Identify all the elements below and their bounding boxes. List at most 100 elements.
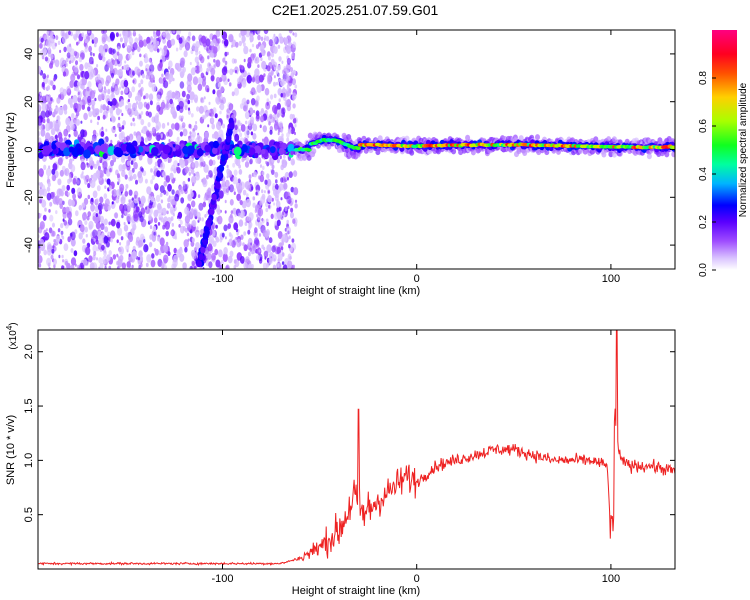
noise-speck	[235, 69, 237, 74]
noise-speck	[58, 106, 64, 116]
noise-speck	[243, 104, 248, 112]
noise-speck	[104, 178, 107, 182]
noise-speck	[93, 251, 97, 256]
noise-speck	[125, 64, 130, 71]
noise-speck	[153, 231, 156, 236]
band-halo	[671, 151, 675, 158]
colorbar-ticks: 0.00.20.40.60.8	[698, 71, 716, 277]
band-speck	[100, 143, 108, 153]
noise-speck	[78, 204, 83, 211]
noise-speck	[77, 81, 81, 87]
noise-speck	[255, 57, 258, 62]
noise-speck	[221, 232, 225, 238]
noise-speck	[179, 45, 183, 51]
noise-speck	[136, 135, 142, 144]
noise-speck	[161, 122, 166, 129]
noise-speck	[176, 136, 180, 142]
noise-speck	[130, 160, 134, 165]
noise-speck	[188, 171, 191, 176]
noise-speck	[78, 56, 83, 63]
noise-speck	[261, 218, 265, 224]
noise-speck	[126, 239, 131, 247]
band-speck	[290, 151, 294, 156]
noise-speck	[163, 180, 168, 187]
noise-speck	[150, 196, 155, 202]
noise-speck	[170, 231, 174, 236]
noise-speck	[102, 260, 106, 265]
noise-speck	[178, 224, 181, 228]
noise-speck	[279, 90, 282, 94]
noise-speck	[146, 36, 151, 45]
noise-speck	[226, 108, 230, 113]
noise-speck	[233, 58, 237, 64]
noise-speck	[132, 79, 135, 84]
noise-speck	[279, 122, 283, 128]
drift-speck	[220, 154, 226, 162]
noise-speck	[97, 165, 101, 171]
x-tick-label: 0	[414, 273, 420, 285]
noise-speck	[60, 190, 64, 197]
noise-speck	[166, 39, 172, 49]
noise-speck	[271, 254, 277, 262]
noise-speck	[108, 250, 112, 256]
noise-speck	[285, 91, 290, 98]
noise-speck	[177, 211, 183, 219]
noise-speck	[273, 61, 278, 69]
noise-speck	[89, 90, 96, 99]
band-speck	[145, 146, 150, 152]
noise-speck	[84, 38, 88, 44]
noise-speck	[218, 94, 223, 101]
noise-speck	[224, 179, 230, 188]
noise-speck	[124, 211, 128, 216]
noise-speck	[63, 46, 67, 53]
noise-speck	[47, 102, 52, 110]
noise-speck	[207, 243, 213, 252]
noise-speck	[290, 212, 294, 219]
noise-speck	[269, 125, 273, 132]
noise-speck	[248, 221, 253, 229]
noise-speck	[111, 201, 114, 205]
noise-speck	[159, 237, 165, 246]
noise-speck	[207, 124, 210, 128]
noise-speck	[139, 60, 143, 67]
noise-speck	[204, 131, 209, 140]
noise-speck	[40, 189, 45, 196]
noise-speck	[39, 238, 45, 248]
noise-speck	[241, 200, 247, 209]
noise-speck	[250, 186, 254, 191]
noise-speck	[215, 259, 221, 268]
noise-speck	[138, 200, 141, 205]
noise-speck	[153, 247, 157, 252]
noise-speck	[259, 164, 263, 168]
snr-frame	[37, 329, 676, 570]
noise-speck	[277, 129, 281, 133]
noise-speck	[253, 109, 256, 114]
noise-speck	[183, 239, 189, 248]
noise-speck	[249, 247, 252, 252]
noise-speck	[60, 222, 64, 229]
noise-speck	[245, 120, 248, 125]
noise-speck	[38, 168, 44, 177]
noise-speck	[188, 90, 191, 94]
noise-speck	[261, 189, 264, 194]
noise-speck	[252, 133, 257, 140]
noise-speck	[126, 213, 132, 222]
noise-speck	[241, 39, 245, 44]
noise-speck	[223, 224, 228, 232]
x-tick-label: -100	[211, 273, 233, 285]
noise-speck	[186, 84, 192, 93]
noise-speck	[239, 64, 243, 70]
noise-speck	[210, 117, 214, 123]
band-speck	[269, 146, 276, 154]
noise-speck	[90, 33, 95, 40]
noise-speck	[172, 111, 178, 119]
noise-speck	[188, 123, 192, 129]
noise-speck	[134, 66, 140, 75]
noise-speck	[116, 221, 121, 229]
noise-speck	[38, 247, 41, 256]
noise-speck	[71, 187, 76, 195]
noise-speck	[194, 160, 199, 169]
noise-speck	[112, 254, 117, 260]
noise-speck	[230, 210, 234, 215]
noise-speck	[144, 137, 148, 143]
